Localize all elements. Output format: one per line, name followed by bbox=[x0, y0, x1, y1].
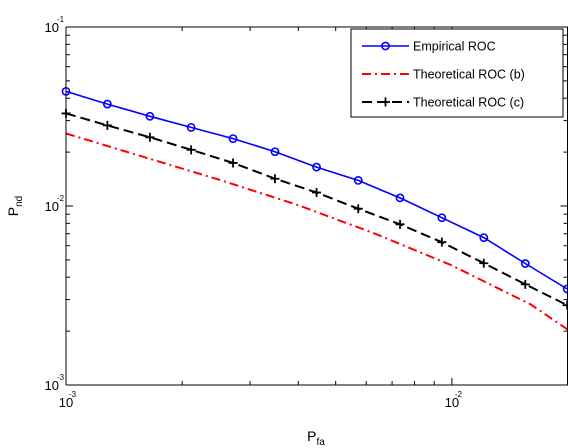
x-tick-label-1: 10 bbox=[445, 395, 459, 410]
series-2-point bbox=[102, 120, 112, 130]
series-0-point bbox=[312, 162, 321, 172]
series-0-point bbox=[145, 111, 155, 121]
legend-marker-0 bbox=[381, 41, 390, 51]
x-tick-label-0: 10 bbox=[59, 395, 73, 410]
series-2-point bbox=[270, 174, 280, 184]
series-2-point bbox=[520, 279, 530, 289]
series-2-point bbox=[353, 204, 363, 214]
x-axis-label-main: P bbox=[307, 428, 316, 444]
y-axis-label-sub: nd bbox=[14, 196, 25, 207]
legend-marker-2 bbox=[381, 97, 390, 107]
series-1-line bbox=[65, 132, 568, 331]
y-tick-exp-2: -1 bbox=[57, 15, 65, 24]
series-2-point bbox=[145, 132, 155, 142]
series-0-line bbox=[65, 90, 568, 290]
series-2-point bbox=[479, 258, 489, 268]
x-axis-label-sub: fa bbox=[317, 437, 326, 448]
series-2-point bbox=[395, 219, 405, 229]
y-tick-label-1: 10 bbox=[45, 199, 59, 214]
series-0-point bbox=[353, 176, 363, 185]
series-2-point bbox=[186, 145, 196, 155]
series-2-point bbox=[312, 187, 322, 197]
legend-label-2: Theoretical ROC (c) bbox=[413, 96, 524, 110]
series-0-point bbox=[437, 213, 447, 223]
x-tick-exp-1: -2 bbox=[455, 390, 463, 399]
legend-label-1: Theoretical ROC (b) bbox=[413, 68, 525, 82]
series-0-point bbox=[479, 233, 489, 242]
x-axis-label: Pfa bbox=[307, 428, 325, 448]
y-tick-label-2: 10 bbox=[45, 20, 59, 35]
y-tick-exp-1: -2 bbox=[57, 194, 65, 203]
y-axis-label: Pnd bbox=[5, 196, 25, 216]
axes-layer: 10-310-210-310-210-1 bbox=[45, 15, 568, 410]
x-tick-exp-0: -3 bbox=[69, 390, 77, 399]
series-2-point bbox=[228, 158, 238, 168]
series-0-point bbox=[270, 147, 280, 157]
y-axis-label-main: P bbox=[5, 207, 21, 216]
series-0-point bbox=[395, 193, 405, 203]
legend: Empirical ROC Theoretical ROC (b) Theoreti… bbox=[350, 28, 564, 118]
y-tick-label-0: 10 bbox=[45, 378, 59, 393]
series-0-point bbox=[102, 99, 112, 109]
series-0-point bbox=[228, 134, 238, 143]
series-0-point bbox=[186, 122, 196, 132]
series-0-point bbox=[520, 259, 530, 268]
y-tick-exp-0: -3 bbox=[57, 373, 65, 382]
legend-label-0: Empirical ROC bbox=[413, 40, 496, 54]
series-2-point bbox=[437, 237, 447, 247]
